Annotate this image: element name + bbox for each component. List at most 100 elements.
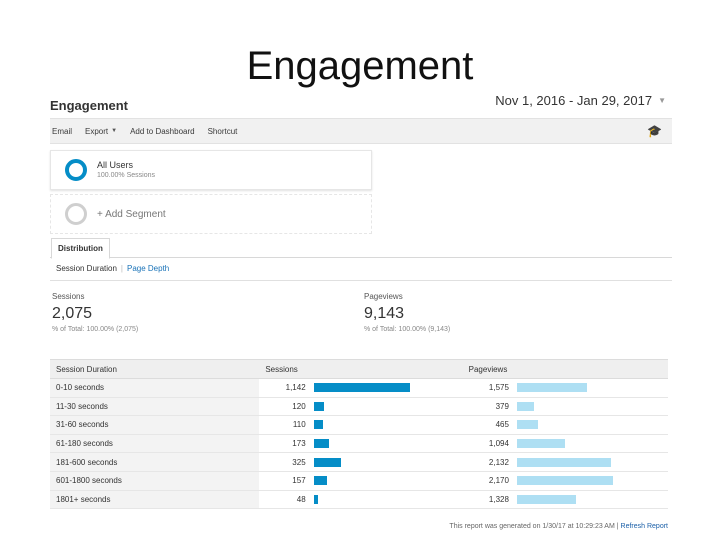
sessions-bar: [313, 457, 341, 467]
sessions-bar-cell: [309, 490, 463, 510]
metric-pageviews: Pageviews 9,143 % of Total: 100.00% (9,1…: [364, 292, 450, 333]
subtab-separator: |: [120, 264, 123, 273]
subtab-session-duration[interactable]: Session Duration: [56, 264, 117, 273]
sessions-bar-cell: [309, 471, 463, 491]
column-header-sessions[interactable]: Sessions: [259, 359, 463, 379]
metric-value: 9,143: [364, 305, 405, 322]
table-row: 31-60 seconds 110 465: [50, 415, 668, 435]
pageviews-bar: [516, 401, 534, 411]
chevron-down-icon: ▼: [658, 96, 666, 105]
segment-name: All Users: [97, 159, 134, 170]
sessions-bar-cell: [309, 397, 463, 417]
chevron-down-icon: ▼: [111, 128, 118, 134]
slide-title: Engagement: [246, 44, 474, 88]
sessions-bar-cell: [309, 434, 463, 454]
divider: [50, 280, 672, 281]
sessions-bar-cell: [309, 415, 463, 435]
generated-note: This report was generated on 1/30/17 at …: [449, 523, 615, 530]
pageviews-cell: 1,328: [462, 490, 513, 510]
add-to-dashboard-label: Add to Dashboard: [130, 126, 195, 136]
subtab-page-depth[interactable]: Page Depth: [127, 264, 170, 273]
distribution-table: Session Duration Sessions Pageviews 0-10…: [50, 359, 668, 510]
refresh-report-link[interactable]: Refresh Report: [620, 523, 668, 530]
sessions-cell: 1,142: [259, 378, 310, 398]
pageviews-bar: [516, 439, 565, 449]
sessions-bar-cell: [309, 452, 463, 472]
sessions-cell: 173: [259, 434, 310, 454]
pageviews-bar-cell: [512, 471, 668, 491]
pageviews-cell: 1,575: [462, 378, 513, 398]
table-row: 601-1800 seconds 157 2,170: [50, 471, 668, 491]
pageviews-bar: [516, 420, 538, 430]
sessions-cell: 325: [259, 452, 310, 472]
export-button[interactable]: Export ▼: [85, 127, 117, 136]
duration-cell: 0-10 seconds: [50, 378, 260, 398]
page-title: Engagement: [50, 98, 129, 113]
date-range-picker[interactable]: Nov 1, 2016 - Jan 29, 2017 ▼: [495, 93, 666, 108]
table-row: 61-180 seconds 173 1,094: [50, 434, 668, 454]
shortcut-label: Shortcut: [207, 126, 238, 136]
pageviews-cell: 379: [462, 397, 513, 417]
column-header-duration[interactable]: Session Duration: [50, 359, 260, 379]
shortcut-button[interactable]: Shortcut: [208, 127, 238, 136]
pageviews-bar-cell: [512, 490, 668, 510]
date-range-label: Nov 1, 2016 - Jan 29, 2017: [495, 93, 653, 108]
pageviews-bar-cell: [512, 397, 668, 417]
column-header-pageviews[interactable]: Pageviews: [462, 359, 668, 379]
sessions-cell: 48: [259, 490, 310, 510]
metric-percent: % of Total: 100.00% (9,143): [364, 326, 451, 333]
sessions-bar: [313, 439, 329, 449]
duration-cell: 1801+ seconds: [50, 490, 260, 510]
pageviews-cell: 1,094: [462, 434, 513, 454]
sessions-bar: [313, 383, 410, 393]
duration-cell: 31-60 seconds: [50, 415, 260, 435]
metric-label: Sessions: [52, 292, 85, 301]
pageviews-bar-cell: [512, 378, 668, 398]
pageviews-bar: [516, 457, 611, 467]
sessions-bar-cell: [309, 378, 463, 398]
pageviews-cell: 2,132: [462, 452, 513, 472]
report-panel: Engagement Nov 1, 2016 - Jan 29, 2017 ▼ …: [50, 92, 672, 538]
report-toolbar: Email Export ▼ Add to Dashboard Shortcut …: [50, 118, 672, 144]
export-label: Export: [85, 126, 109, 136]
graduation-cap-icon[interactable]: 🎓: [647, 124, 662, 138]
pageviews-bar-cell: [512, 452, 668, 472]
pageviews-bar-cell: [512, 434, 668, 454]
metric-label: Pageviews: [364, 292, 403, 301]
metric-percent: % of Total: 100.00% (2,075): [52, 326, 139, 333]
email-label: Email: [52, 126, 73, 136]
segment-sessions-pct: 100.00% Sessions: [97, 171, 155, 179]
sessions-cell: 110: [259, 415, 310, 435]
pageviews-cell: 465: [462, 415, 513, 435]
add-segment-button[interactable]: + Add Segment: [50, 194, 372, 234]
pageviews-bar: [516, 476, 613, 486]
sessions-bar: [313, 401, 324, 411]
table-row: 181-600 seconds 325 2,132: [50, 452, 668, 472]
report-footer: This report was generated on 1/30/17 at …: [449, 523, 668, 530]
empty-segment-ring-icon: [65, 203, 87, 225]
segment-all-users[interactable]: All Users 100.00% Sessions: [50, 150, 372, 190]
table-row: 1801+ seconds 48 1,328: [50, 490, 668, 510]
duration-cell: 181-600 seconds: [50, 452, 260, 472]
pageviews-cell: 2,170: [462, 471, 513, 491]
table-header-row: Session Duration Sessions Pageviews: [50, 359, 668, 379]
add-to-dashboard-button[interactable]: Add to Dashboard: [130, 127, 195, 136]
table-row: 0-10 seconds 1,142 1,575: [50, 378, 668, 398]
duration-cell: 11-30 seconds: [50, 397, 260, 417]
add-segment-label: + Add Segment: [97, 208, 166, 220]
footer-separator: |: [616, 523, 621, 530]
sessions-bar: [313, 494, 318, 504]
segment-ring-icon: [65, 159, 87, 181]
tab-distribution[interactable]: Distribution: [51, 238, 110, 259]
table-row: 11-30 seconds 120 379: [50, 397, 668, 417]
pageviews-bar: [516, 383, 587, 393]
report-tabs: Distribution: [50, 238, 672, 259]
sessions-cell: 120: [259, 397, 310, 417]
duration-cell: 61-180 seconds: [50, 434, 260, 454]
sessions-cell: 157: [259, 471, 310, 491]
email-button[interactable]: Email: [52, 127, 72, 136]
sessions-bar: [313, 476, 327, 486]
metric-value: 2,075: [52, 305, 93, 322]
subtab-bar: Session Duration | Page Depth: [56, 264, 169, 273]
duration-cell: 601-1800 seconds: [50, 471, 260, 491]
